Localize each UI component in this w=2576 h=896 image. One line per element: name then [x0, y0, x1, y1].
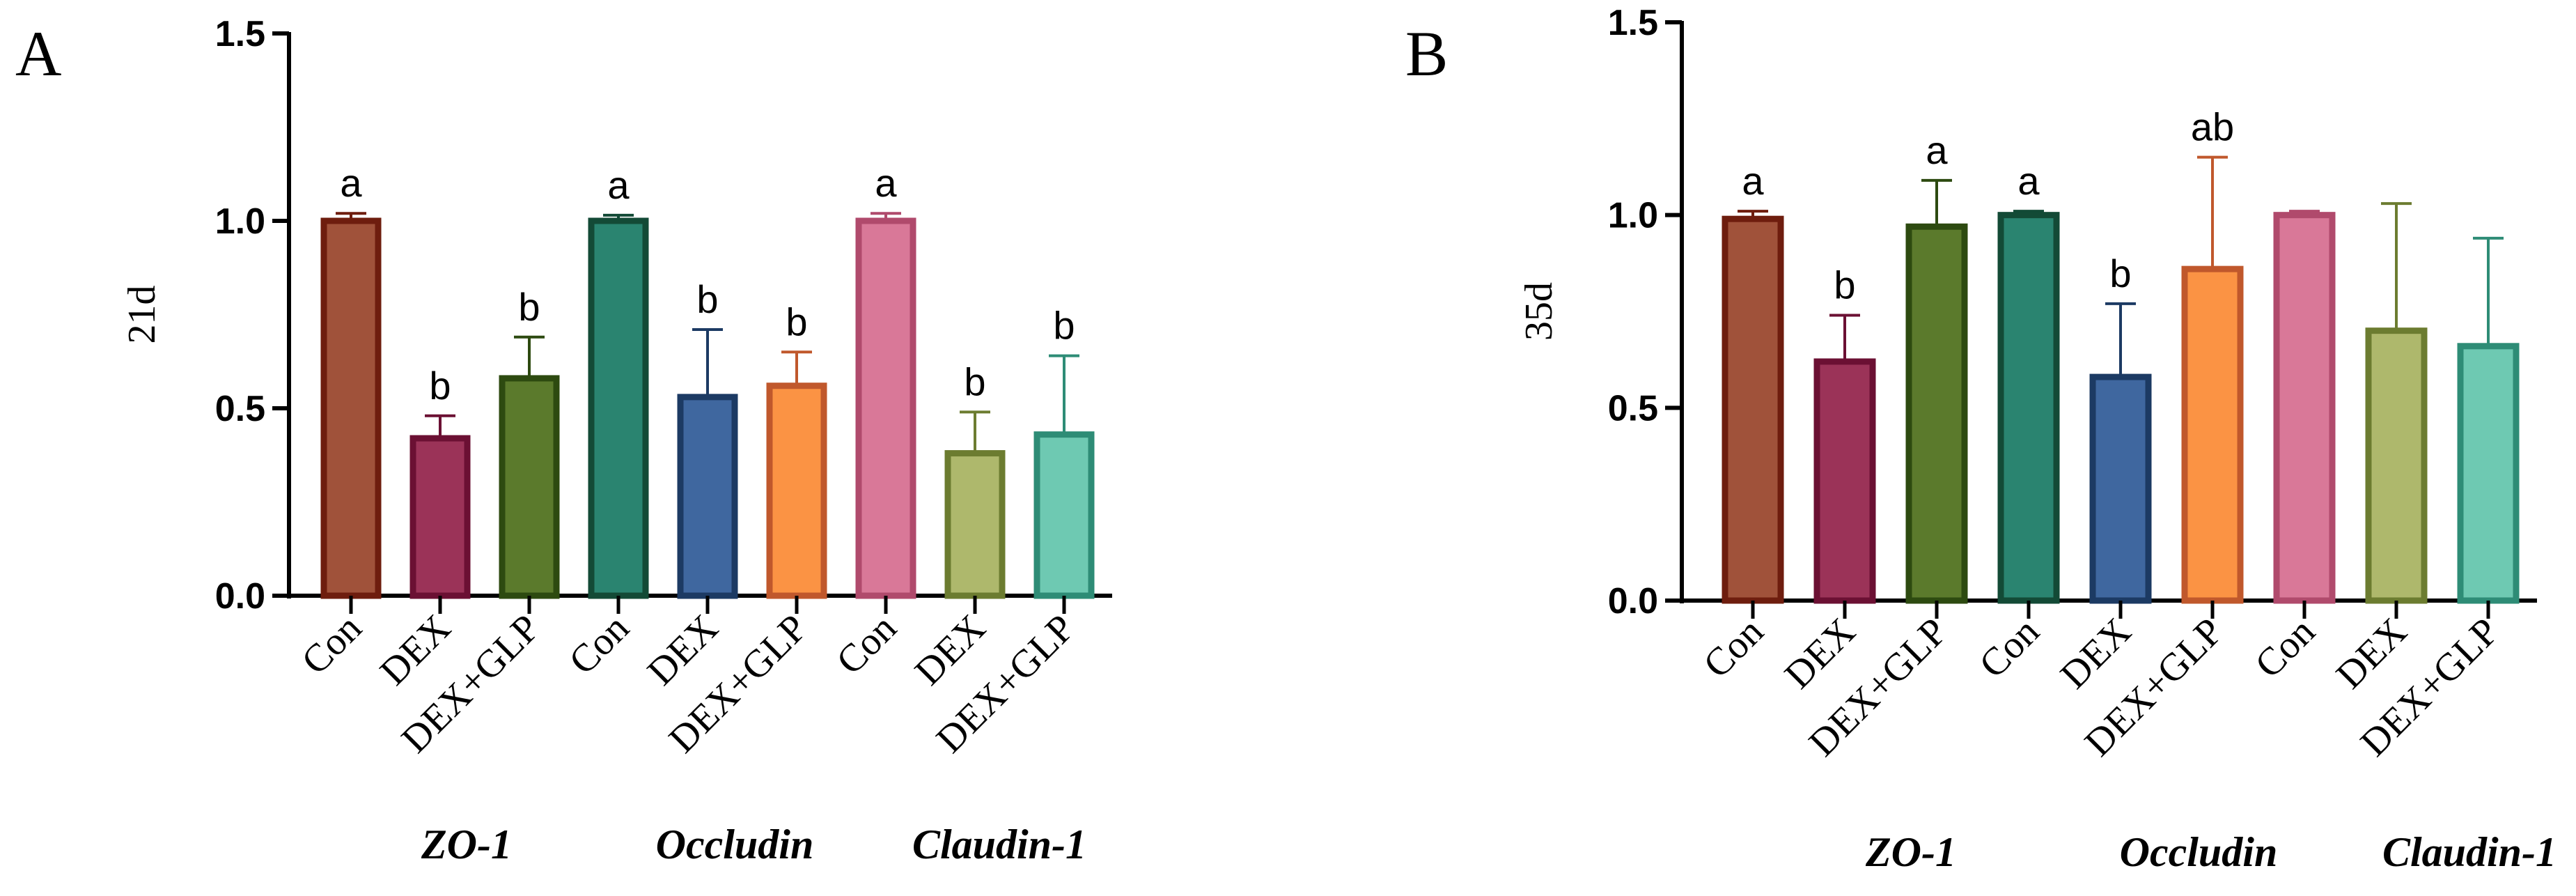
- bar-con: [2273, 212, 2336, 604]
- group-label: Occludin: [2120, 829, 2278, 875]
- significance-label: a: [875, 161, 897, 205]
- y-tick-label: 1.5: [1608, 3, 1658, 43]
- group-label: Occludin: [656, 821, 814, 867]
- y-tick-label: 0.0: [215, 576, 265, 617]
- bar-con: [320, 217, 382, 599]
- group-label: Claudin-1: [912, 821, 1086, 867]
- bar-con: [855, 217, 916, 599]
- y-tick-label: 0.0: [1608, 581, 1658, 621]
- significance-label: a: [2017, 159, 2040, 203]
- x-tick-label: Con: [293, 606, 370, 683]
- bar-con: [1997, 212, 2060, 604]
- bar-dex: [2089, 373, 2152, 604]
- significance-label: a: [340, 161, 362, 205]
- x-tick-label: Con: [1971, 610, 2047, 686]
- significance-label: a: [607, 163, 630, 207]
- significance-label: b: [429, 364, 451, 408]
- bar-dex-glp: [766, 383, 827, 599]
- bar-con: [588, 217, 649, 599]
- bar-dex-glp: [2457, 343, 2520, 604]
- significance-label: b: [518, 285, 540, 329]
- y-axis-title: 35d: [1517, 282, 1561, 341]
- panel-letter: A: [15, 18, 61, 89]
- significance-label: ab: [2191, 105, 2234, 149]
- significance-label: b: [1834, 263, 1855, 307]
- panel-letter: B: [1405, 18, 1448, 89]
- significance-label: b: [964, 360, 985, 403]
- group-label: ZO-1: [1865, 829, 1956, 875]
- x-tick-label: Con: [561, 606, 637, 683]
- y-tick-label: 1.0: [1608, 196, 1658, 236]
- bar-dex: [677, 394, 738, 599]
- y-tick-label: 1.5: [215, 14, 265, 54]
- chart-panel-a: A21d0.00.51.01.5ConaDEXbDEX+GLPbConaDEXb…: [15, 14, 1112, 867]
- x-tick-label: Con: [1695, 610, 1772, 686]
- bar-dex-glp: [499, 375, 560, 599]
- group-label: ZO-1: [421, 821, 512, 867]
- significance-label: a: [1742, 159, 1764, 203]
- significance-label: b: [786, 300, 807, 343]
- bar-dex: [1813, 358, 1876, 604]
- y-tick-label: 0.5: [1608, 388, 1658, 428]
- bar-dex: [944, 450, 1006, 599]
- y-tick-label: 0.5: [215, 389, 265, 429]
- y-axis-title: 21d: [120, 286, 164, 344]
- x-tick-label: Con: [828, 606, 905, 683]
- bar-dex: [2365, 327, 2428, 604]
- significance-label: b: [2109, 252, 2131, 295]
- group-label: Claudin-1: [2382, 829, 2557, 875]
- bar-dex-glp: [1905, 223, 1968, 604]
- significance-label: a: [1926, 128, 1948, 172]
- bar-dex-glp: [2181, 265, 2244, 604]
- bar-dex: [409, 435, 471, 599]
- y-tick-label: 1.0: [215, 201, 265, 242]
- significance-label: b: [696, 277, 718, 321]
- bar-dex-glp: [1033, 431, 1095, 599]
- significance-label: b: [1053, 304, 1075, 348]
- x-tick-label: Con: [2247, 610, 2323, 686]
- bar-con: [1722, 215, 1784, 604]
- chart-panel-b: B35d0.00.51.01.5ConaDEXbDEX+GLPaConaDEXb…: [1405, 3, 2557, 875]
